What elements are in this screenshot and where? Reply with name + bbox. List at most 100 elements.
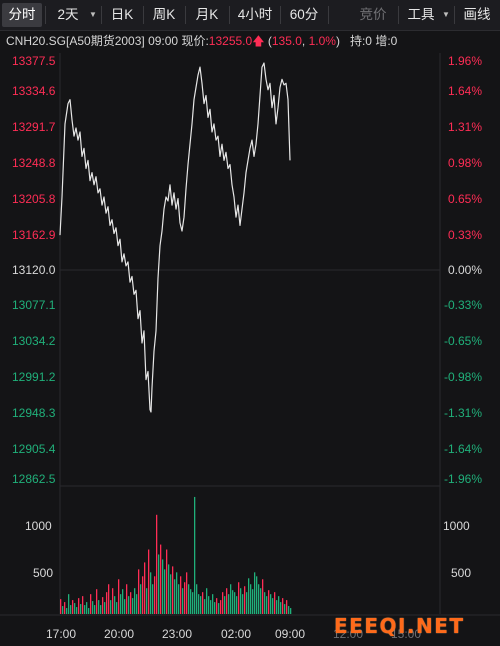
price-line	[59, 62, 291, 413]
volume-bar	[238, 582, 240, 614]
volume-bar	[230, 584, 232, 614]
volume-bar	[268, 590, 270, 614]
volume-bar	[132, 598, 134, 614]
volume-bar	[258, 584, 260, 614]
volume-bar	[74, 603, 76, 614]
up-arrow-icon: 🡅	[252, 34, 265, 48]
volume-bar	[174, 579, 176, 614]
volume-bar	[100, 605, 102, 614]
volume-bar	[80, 604, 82, 614]
volume-bar	[66, 608, 68, 614]
volume-bar	[236, 596, 238, 614]
volume-bar	[196, 584, 198, 614]
tab-2day[interactable]: 2天	[57, 7, 79, 22]
volume-bar	[260, 588, 262, 614]
volume-bar	[250, 584, 252, 614]
volume-bar	[232, 590, 234, 614]
percent-tick: 1.64%	[447, 84, 482, 98]
volume-bar	[62, 606, 64, 614]
percent-tick: 0.33%	[447, 228, 482, 242]
volume-bar	[252, 589, 254, 614]
divider	[328, 6, 329, 24]
volume-bar	[104, 602, 106, 614]
volume-bar	[140, 584, 142, 614]
tab-weekly-k[interactable]: 周K	[152, 7, 176, 22]
volume-bar	[194, 496, 196, 614]
price-value: 13255.0	[208, 34, 253, 48]
volume-bar	[116, 602, 118, 614]
volume-bar	[70, 605, 72, 614]
price-label: 现价:	[181, 34, 209, 48]
percent-tick: 0.98%	[447, 156, 482, 170]
tab-60min[interactable]: 60分	[289, 7, 319, 22]
volume-bar	[200, 596, 202, 614]
volume-bar	[84, 605, 86, 614]
volume-bar	[170, 574, 172, 614]
volume-bar	[110, 600, 112, 614]
volume-tick: 500	[451, 566, 472, 580]
volume-bar	[82, 596, 84, 614]
volume-bar	[76, 607, 78, 614]
volume-bar	[244, 586, 246, 614]
volume-bar	[154, 576, 156, 614]
tab-intraday[interactable]: 分时	[2, 3, 42, 27]
time-tick: 12:00	[332, 627, 364, 641]
volume-bar	[96, 589, 98, 614]
volume-bar	[98, 600, 100, 614]
volume-bar	[122, 589, 124, 614]
volume-bar	[284, 604, 286, 614]
paren-open: (	[267, 34, 272, 48]
chevron-down-icon[interactable]: ▼	[442, 10, 450, 19]
volume-bar	[166, 549, 168, 614]
volume-bar	[92, 601, 94, 614]
volume-bar	[90, 594, 92, 614]
paren-close: )	[335, 34, 340, 48]
price-tick: 12905.4	[12, 442, 56, 456]
price-tick: 13120.0	[12, 263, 56, 277]
volume-bar	[220, 600, 222, 614]
quote-info-bar: CNH20.SG[A50期货2003] 09:00 现价:13255.0🡅 (1…	[0, 31, 500, 51]
price-tick: 13334.6	[12, 84, 56, 98]
volume-bar	[234, 592, 236, 614]
volume-bar	[126, 584, 128, 614]
volume-bar	[144, 562, 146, 614]
volume-bar	[158, 554, 160, 614]
bidding-button[interactable]: 竞价	[359, 7, 387, 22]
tab-4hour[interactable]: 4小时	[237, 7, 273, 22]
volume-bar	[172, 566, 174, 614]
chart-background	[0, 51, 500, 628]
volume-bar	[224, 596, 226, 614]
divider	[101, 6, 102, 24]
volume-bar	[94, 605, 96, 614]
price-tick: 13248.8	[12, 156, 56, 170]
volume-bar	[214, 602, 216, 614]
tab-monthly-k[interactable]: 月K	[195, 7, 219, 22]
volume-bar	[152, 584, 154, 614]
percent-tick: -1.96%	[443, 472, 482, 486]
oi-increase: 增:0	[375, 34, 398, 48]
volume-bar	[266, 596, 268, 614]
volume-bar	[204, 599, 206, 614]
tab-daily-k[interactable]: 日K	[110, 7, 134, 22]
chevron-down-icon[interactable]: ▼	[89, 10, 97, 19]
percent-tick: -1.64%	[443, 442, 482, 456]
volume-bar	[156, 514, 158, 614]
volume-bar	[290, 608, 292, 614]
price-tick: 12948.3	[12, 406, 56, 420]
volume-bar	[102, 597, 104, 614]
volume-bar	[138, 569, 140, 614]
time-tick: 20:00	[103, 627, 135, 641]
volume-bar	[108, 584, 110, 614]
volume-bar	[276, 600, 278, 614]
change-value: 135.0	[271, 34, 302, 48]
volume-bar	[278, 596, 280, 614]
volume-tick: 1000	[443, 519, 470, 533]
divider	[398, 6, 399, 24]
draw-line-button[interactable]: 画线	[463, 7, 491, 22]
time-tick: 23:00	[161, 627, 193, 641]
volume-bar	[78, 598, 80, 614]
volume-bar	[160, 544, 162, 614]
tools-button[interactable]: 工具	[407, 7, 435, 22]
volume-tick: 500	[33, 566, 54, 580]
